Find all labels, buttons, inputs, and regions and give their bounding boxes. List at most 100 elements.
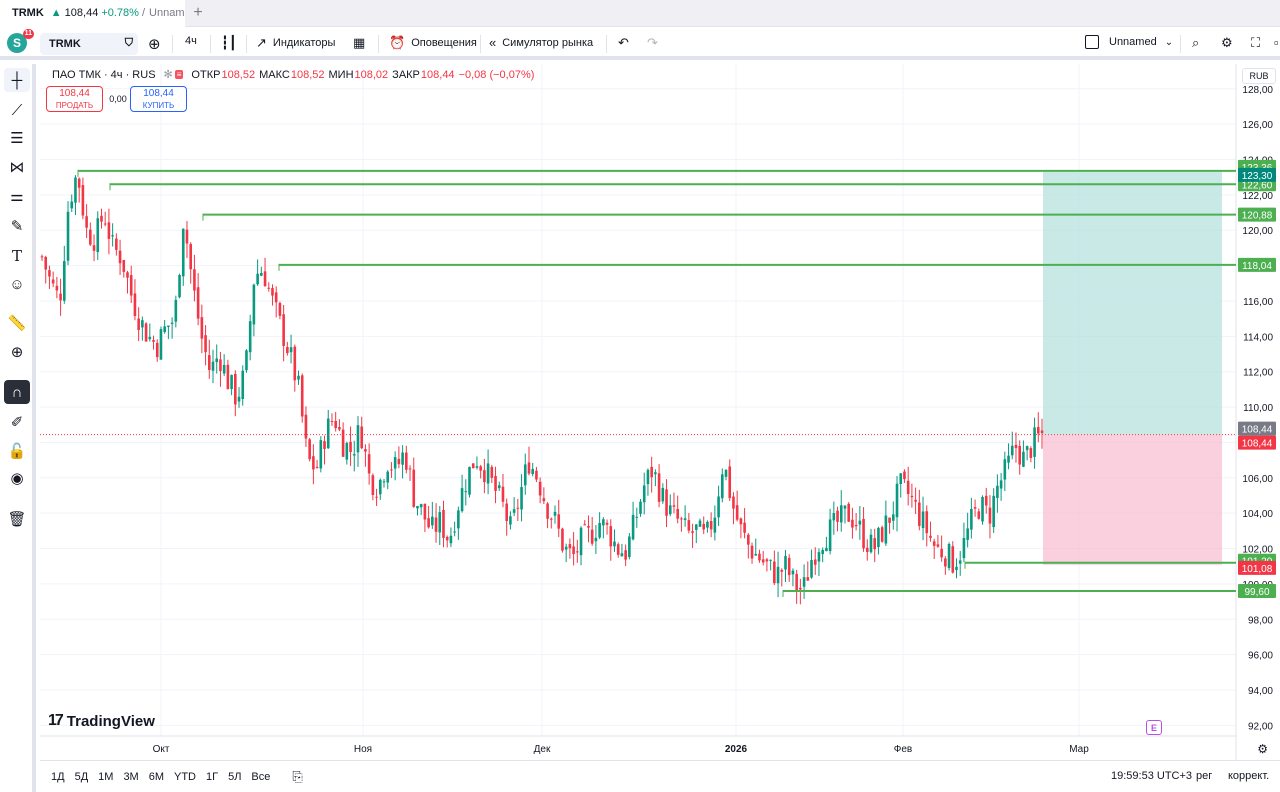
- templates-button[interactable]: ▦: [353, 35, 371, 51]
- candle-body: [423, 503, 427, 520]
- y-tick-label: 116,00: [1243, 297, 1273, 308]
- candle-body: [278, 302, 282, 316]
- range-3m[interactable]: 3М: [123, 770, 139, 783]
- candle-body: [851, 519, 854, 528]
- candle-body: [263, 271, 267, 287]
- target-price-label: 123,30: [1242, 171, 1273, 182]
- range-5y[interactable]: 5Л: [228, 770, 242, 783]
- remove-tool[interactable]: 🗑: [4, 507, 30, 531]
- brush-tool[interactable]: ✎: [4, 214, 30, 238]
- candle-body: [553, 511, 557, 516]
- settings-button[interactable]: ⚙: [1221, 35, 1239, 51]
- session-button[interactable]: рег: [1196, 770, 1213, 782]
- draw-mode-tool[interactable]: ✐: [4, 410, 30, 434]
- candle-body: [92, 245, 96, 251]
- candle-body: [193, 269, 196, 291]
- candle-body: [74, 177, 77, 203]
- candle-body: [527, 462, 531, 474]
- emoji-tool[interactable]: ☺: [4, 272, 30, 296]
- range-ytd[interactable]: YTD: [174, 770, 196, 783]
- text-tool[interactable]: T: [4, 244, 30, 268]
- avatar[interactable]: S 11: [7, 29, 34, 53]
- candle-body: [512, 509, 516, 513]
- candle-body: [215, 358, 219, 363]
- y-tick-label: 110,00: [1243, 403, 1273, 414]
- candle-body: [869, 534, 873, 553]
- x-tick-label: Фев: [894, 744, 912, 755]
- redo-button[interactable]: ↷: [647, 35, 664, 51]
- candle-body: [479, 466, 482, 471]
- chart-type-button[interactable]: ┇┃: [221, 35, 243, 51]
- layout-menu[interactable]: Unnamed ⌄: [1085, 35, 1179, 49]
- quick-search-button[interactable]: ⌕: [1192, 35, 1205, 51]
- candle-body: [754, 553, 758, 556]
- visibility-tool[interactable]: ◉: [4, 466, 30, 490]
- chart-area[interactable]: 92,0094,0096,0098,00100,00102,00104,0010…: [40, 64, 1280, 792]
- compare-button[interactable]: ⊕: [148, 35, 167, 53]
- date-range-button[interactable]: ⎘: [292, 769, 302, 785]
- fib-tool[interactable]: ☰: [4, 126, 30, 150]
- x-tick-label: Дек: [534, 744, 551, 755]
- fib-lines-icon: ☰: [10, 130, 24, 147]
- crosshair-tool[interactable]: ┼: [4, 68, 30, 92]
- range-1d[interactable]: 1Д: [51, 770, 65, 783]
- interval-button[interactable]: 4ч: [185, 35, 197, 47]
- sell-button[interactable]: 108,44 ПРОДАТЬ: [46, 86, 103, 112]
- indicators-button[interactable]: ↗ Индикаторы: [256, 35, 335, 51]
- candle-body: [141, 320, 144, 328]
- tab-symbol: TRMK: [12, 7, 44, 19]
- range-1m[interactable]: 1М: [98, 770, 114, 783]
- fullscreen-button[interactable]: ⛶: [1251, 35, 1266, 51]
- earnings-icon[interactable]: E: [1146, 720, 1162, 735]
- candle-body: [787, 557, 791, 576]
- snapshot-button[interactable]: ▫: [1274, 35, 1280, 50]
- candle-body: [921, 511, 925, 529]
- adjust-button[interactable]: коррект.: [1228, 770, 1270, 782]
- candle-body: [471, 463, 475, 469]
- pattern-tool[interactable]: ⋈: [4, 155, 30, 179]
- candle-body: [408, 468, 412, 470]
- price-chart[interactable]: 92,0094,0096,0098,00100,00102,00104,0010…: [40, 64, 1280, 760]
- alerts-button[interactable]: ⏰ Оповещения: [389, 35, 477, 51]
- candle-body: [464, 491, 468, 493]
- ruler-tool[interactable]: 📏: [4, 311, 30, 335]
- snowflake-icon: ✻: [163, 69, 173, 81]
- candle-body: [884, 515, 888, 544]
- candle-body: [717, 496, 720, 518]
- layout-name: Unnamed: [1109, 36, 1157, 48]
- y-tick-label: 112,00: [1243, 368, 1273, 379]
- candle-body: [516, 507, 520, 509]
- candle-body: [572, 546, 575, 555]
- candle-body: [702, 523, 706, 530]
- range-5d[interactable]: 5Д: [74, 770, 89, 783]
- candle-body: [895, 483, 899, 518]
- lock-tool[interactable]: 🔓: [4, 439, 30, 463]
- y-tick-label: 122,00: [1242, 191, 1273, 202]
- range-6m[interactable]: 6М: [148, 770, 164, 783]
- stop-price-label: 101,08: [1242, 564, 1273, 575]
- replay-button[interactable]: « Симулятор рынка: [489, 35, 593, 50]
- scale-settings-button[interactable]: ⚙: [1257, 742, 1268, 756]
- buy-button[interactable]: 108,44 КУПИТЬ: [130, 86, 187, 112]
- candle-body: [646, 469, 650, 485]
- magnet-tool[interactable]: ∩: [4, 380, 30, 404]
- candle-body: [698, 520, 702, 527]
- browser-tab[interactable]: TRMK ▲ 108,44 +0.78% / Unname: [0, 0, 185, 27]
- currency-selector[interactable]: RUB: [1242, 68, 1276, 84]
- zoom-tool[interactable]: ⊕: [4, 340, 30, 364]
- candle-body: [48, 270, 51, 277]
- forecast-tool[interactable]: ⚌: [4, 184, 30, 208]
- trend-line-tool[interactable]: ⟋: [4, 98, 30, 122]
- range-1y[interactable]: 1Г: [206, 770, 219, 783]
- y-tick-label: 92,00: [1248, 721, 1273, 732]
- new-tab-button[interactable]: +: [193, 4, 203, 21]
- candle-body: [973, 507, 977, 509]
- candle-body: [274, 292, 278, 303]
- last-price-label: 108,44: [1242, 439, 1273, 450]
- range-all[interactable]: Все: [251, 770, 271, 783]
- clock[interactable]: 19:59:53 UTC+3: [1111, 770, 1193, 782]
- undo-button[interactable]: ↶: [618, 35, 635, 51]
- symbol-search[interactable]: TRMK ⛉: [40, 33, 138, 55]
- candle-body: [843, 505, 847, 509]
- candle-body: [367, 454, 371, 474]
